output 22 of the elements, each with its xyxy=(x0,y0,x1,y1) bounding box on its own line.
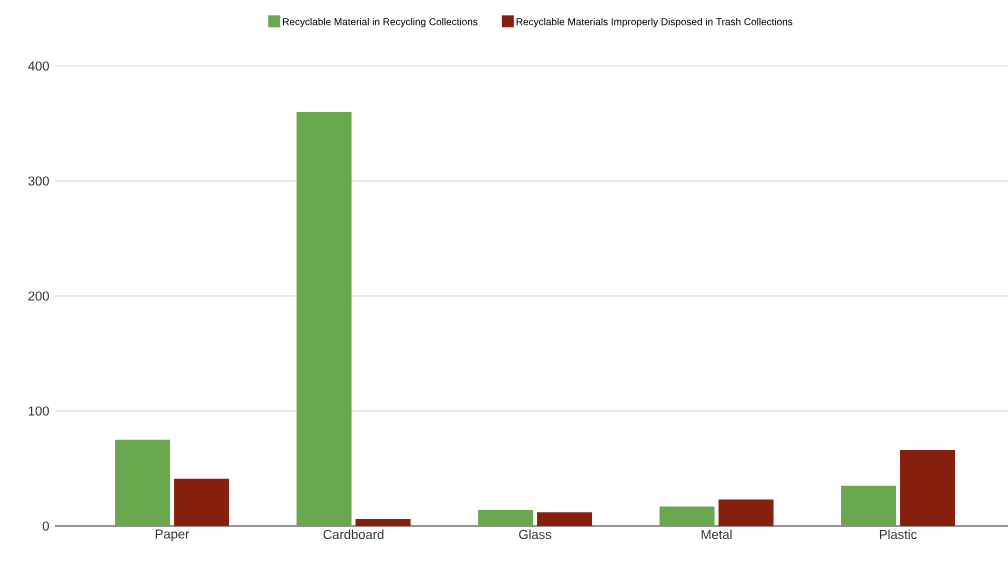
x-tick-label: Cardboard xyxy=(323,529,384,540)
y-tick-label: 0 xyxy=(42,521,49,531)
bar xyxy=(174,478,230,526)
x-tick-label: Metal xyxy=(701,529,732,540)
y-tick-label: 100 xyxy=(28,406,49,416)
x-tick-label: Glass xyxy=(519,529,552,540)
bar xyxy=(537,512,593,526)
bar xyxy=(478,509,534,526)
bar xyxy=(659,506,715,526)
legend-label: Recyclable Material in Recycling Collections xyxy=(283,17,478,28)
x-tick-label: Plastic xyxy=(879,529,917,540)
bar xyxy=(718,499,774,526)
y-tick-label: 400 xyxy=(28,61,49,71)
bar xyxy=(900,450,956,526)
bar xyxy=(841,485,897,526)
bar xyxy=(296,112,352,526)
legend-label: Recyclable Materials Improperly Disposed in Trash Collections xyxy=(516,17,793,28)
y-tick-label: 300 xyxy=(28,176,49,186)
bar xyxy=(115,439,171,526)
y-tick-label: 200 xyxy=(28,291,49,301)
x-tick-label: Paper xyxy=(155,529,190,542)
bar xyxy=(355,519,411,526)
